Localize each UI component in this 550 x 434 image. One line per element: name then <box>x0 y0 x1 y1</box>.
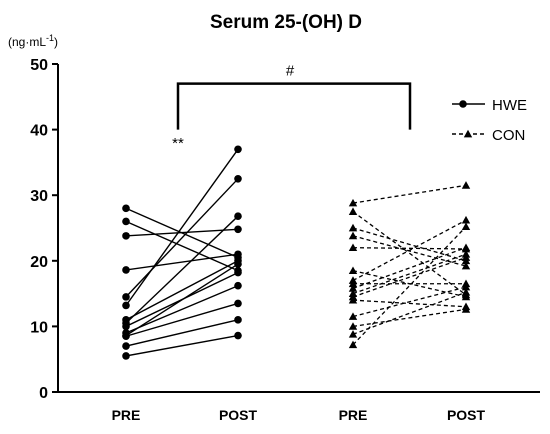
hwe-subject-line <box>125 263 239 337</box>
con-data-point <box>348 330 358 338</box>
y-tick-label: 40 <box>30 123 48 140</box>
x-tick-label: PRE <box>112 407 141 423</box>
legend-label-hwe: HWE <box>492 97 527 114</box>
hwe-subject-line <box>125 178 239 298</box>
hwe-data-point <box>234 316 242 324</box>
hwe-data-point <box>122 332 130 341</box>
con-data-point <box>348 279 358 288</box>
x-ticks: PRE POST PRE POST <box>112 407 486 423</box>
hwe-data-point <box>234 331 242 340</box>
y-axis-unit-label: (ng·mL-1) <box>8 33 58 49</box>
con-subject-line <box>352 184 467 204</box>
hwe-subject-line <box>125 285 239 334</box>
x-tick-label: POST <box>447 407 486 423</box>
con-data-point <box>461 288 471 296</box>
con-data-point <box>461 215 471 224</box>
hwe-data-point <box>122 217 130 226</box>
hwe-data-point <box>122 293 130 301</box>
y-tick-label: 50 <box>30 57 48 74</box>
bracket-line <box>176 82 412 130</box>
hwe-data-point <box>122 322 130 331</box>
con-subject-line <box>352 299 467 308</box>
con-data-point <box>461 253 471 261</box>
chart-title: Serum 25-(OH) D <box>210 12 362 33</box>
con-data-point <box>348 266 358 274</box>
x-tick-label: PRE <box>339 407 368 423</box>
y-tick-label: 10 <box>30 319 48 336</box>
hwe-data-point <box>122 266 130 274</box>
con-data-point <box>461 282 471 291</box>
con-data-point <box>461 305 471 313</box>
con-data-point <box>461 181 471 189</box>
hwe-data-point <box>234 250 242 259</box>
con-subject-line <box>352 211 467 296</box>
series-lines <box>125 148 467 357</box>
con-subject-line <box>352 291 467 335</box>
con-subject-line <box>352 219 467 282</box>
hwe-data-point <box>234 281 242 290</box>
hwe-data-point <box>122 204 130 213</box>
con-data-point <box>348 198 358 207</box>
hwe-subject-line <box>125 148 239 306</box>
con-data-point <box>348 312 358 320</box>
unit-superscript: -1 <box>46 33 54 43</box>
con-subject-line <box>352 308 467 328</box>
hwe-data-point <box>234 268 242 277</box>
hwe-data-point <box>122 352 130 360</box>
con-subject-line <box>352 226 467 346</box>
hwe-subject-line <box>125 253 239 271</box>
legend-marker-hwe <box>459 100 467 108</box>
con-data-point <box>461 292 471 301</box>
hwe-data-point <box>122 342 130 350</box>
x-tick-label: POST <box>219 407 258 423</box>
con-subject-line <box>352 253 467 295</box>
y-tick-label: 0 <box>39 385 48 402</box>
hwe-subject-line <box>125 334 239 357</box>
y-tick-label: 30 <box>30 188 48 205</box>
con-data-point <box>348 243 358 252</box>
hwe-data-point <box>122 232 130 240</box>
con-data-point <box>348 231 358 240</box>
con-data-point <box>461 261 471 270</box>
series-points <box>122 145 471 360</box>
y-ticks: 0 10 20 30 40 50 <box>30 57 58 402</box>
hwe-data-point <box>234 260 242 268</box>
hwe-data-point <box>234 212 242 220</box>
con-subject-line <box>352 256 467 298</box>
hwe-subject-line <box>125 260 239 321</box>
hwe-subject-line <box>125 319 239 347</box>
significance-bracket: # ** <box>172 63 412 152</box>
hwe-subject-line <box>125 228 239 237</box>
y-tick-label: 20 <box>30 254 48 271</box>
hwe-data-point <box>122 301 130 310</box>
within-group-significance: ** <box>172 135 184 152</box>
con-data-point <box>348 223 358 232</box>
con-data-point <box>461 222 471 231</box>
legend: HWE CON <box>452 97 527 144</box>
con-data-point <box>348 284 358 292</box>
hwe-data-point <box>234 145 242 154</box>
con-subject-line <box>352 286 467 318</box>
con-data-point <box>348 295 358 304</box>
con-data-point <box>348 207 358 215</box>
hwe-subject-line <box>125 302 239 337</box>
con-data-point <box>461 243 471 252</box>
con-subject-line <box>352 247 467 289</box>
hwe-subject-line <box>125 215 239 324</box>
con-data-point <box>348 322 358 330</box>
axes <box>57 64 540 393</box>
hwe-data-point <box>234 175 242 183</box>
hwe-data-point <box>234 299 242 308</box>
legend-marker-con <box>463 129 473 138</box>
con-subject-line <box>352 227 467 262</box>
con-subject-line <box>352 247 467 250</box>
con-data-point <box>348 340 358 349</box>
hwe-subject-line <box>125 220 239 272</box>
between-group-significance: # <box>286 63 295 80</box>
hwe-data-point <box>234 225 242 234</box>
legend-label-con: CON <box>492 127 525 144</box>
